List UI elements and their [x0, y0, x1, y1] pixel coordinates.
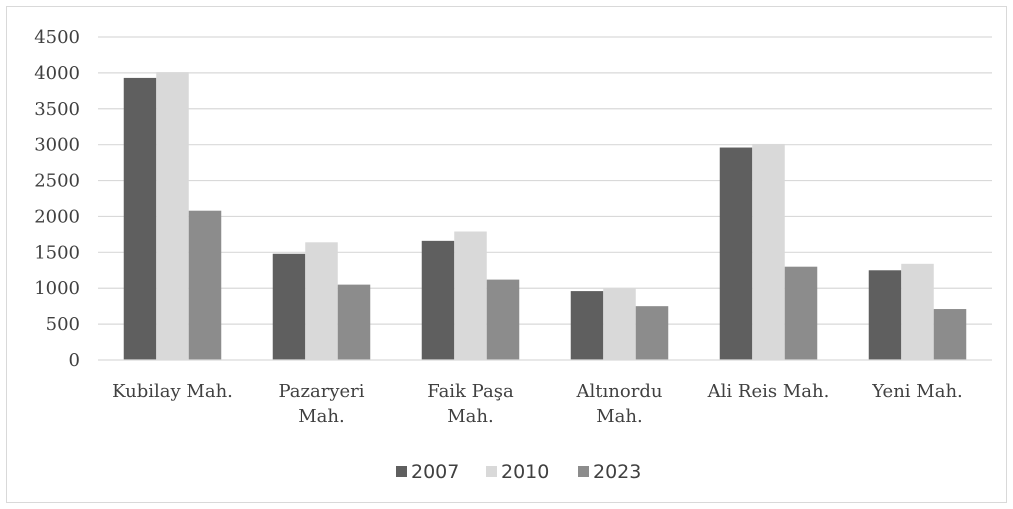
legend-item-2010: 2010 — [486, 461, 549, 483]
legend: 2007 2010 2023 — [396, 461, 641, 483]
x-category-label: Altınordu Mah. — [576, 381, 663, 427]
legend-swatch — [578, 466, 589, 477]
bar-2007-3 — [570, 291, 604, 360]
y-tick-label: 4000 — [34, 63, 80, 84]
x-category-line: Pazaryeri — [278, 381, 364, 402]
legend-swatch — [396, 466, 407, 477]
y-tick-label: 1000 — [34, 278, 80, 299]
bar-2007-2 — [421, 240, 455, 360]
legend-label: 2010 — [501, 461, 549, 483]
x-category-line: Mah. — [596, 406, 642, 427]
bar-2007-1 — [272, 253, 306, 360]
x-category-line: Ali Reis Mah. — [707, 381, 830, 402]
y-tick-label: 3000 — [34, 135, 80, 156]
x-category-label: Pazaryeri Mah. — [278, 381, 364, 427]
bar-2010-2 — [454, 231, 487, 360]
series-2010 — [156, 72, 934, 360]
bar-2010-5 — [901, 263, 934, 360]
bar-2010-4 — [752, 143, 785, 360]
y-tick-label: 3500 — [34, 99, 80, 120]
legend-item-2007: 2007 — [396, 461, 459, 483]
bar-2023-5 — [933, 309, 967, 360]
x-category-line: Mah. — [447, 406, 493, 427]
bar-2023-4 — [784, 266, 818, 360]
x-category-label: Yeni Mah. — [871, 381, 963, 402]
x-category-line: Altınordu — [576, 381, 663, 402]
legend-label: 2023 — [593, 461, 641, 483]
x-category-line: Faik Paşa — [427, 381, 514, 402]
y-tick-label: 0 — [69, 350, 80, 371]
x-axis: Kubilay Mah. Pazaryeri Mah.Faik Paşa Mah.Al… — [112, 381, 963, 427]
x-category-line: Yeni Mah. — [871, 381, 963, 402]
y-axis: 0 500 1000 1500 2000 2500 3000 3500 4000 4500 — [34, 27, 80, 371]
bar-2007-5 — [868, 270, 902, 360]
x-category-line: Mah. — [298, 406, 344, 427]
series-2007 — [123, 77, 902, 360]
bar-2023-2 — [486, 279, 520, 360]
y-tick-label: 1500 — [34, 242, 80, 263]
y-tick-label: 500 — [46, 314, 80, 335]
y-tick-label: 2500 — [34, 171, 80, 192]
x-category-label: Faik Paşa Mah. — [427, 381, 514, 427]
chart-frame: 0 500 1000 1500 2000 2500 3000 3500 4000 4500 Kubi… — [6, 6, 1007, 503]
x-category-label: Kubilay Mah. — [112, 381, 233, 402]
bar-2007-0 — [123, 77, 157, 360]
y-tick-label: 2000 — [34, 206, 80, 227]
bar-2010-1 — [305, 242, 338, 360]
bar-2010-3 — [603, 288, 636, 360]
legend-item-2023: 2023 — [578, 461, 641, 483]
legend-label: 2007 — [411, 461, 459, 483]
bar-2007-4 — [719, 147, 753, 360]
bar-chart: 0 500 1000 1500 2000 2500 3000 3500 4000 4500 Kubi… — [34, 27, 992, 483]
bars — [123, 72, 967, 360]
bar-2010-0 — [156, 72, 189, 360]
gridlines — [98, 36, 992, 325]
bar-2023-3 — [635, 306, 669, 360]
legend-swatch — [486, 466, 497, 477]
series-2023 — [188, 210, 967, 360]
x-category-label: Ali Reis Mah. — [707, 381, 830, 402]
bar-2023-0 — [188, 210, 222, 360]
x-category-line: Kubilay Mah. — [112, 381, 233, 402]
y-tick-label: 4500 — [34, 27, 80, 48]
bar-2023-1 — [337, 284, 371, 360]
